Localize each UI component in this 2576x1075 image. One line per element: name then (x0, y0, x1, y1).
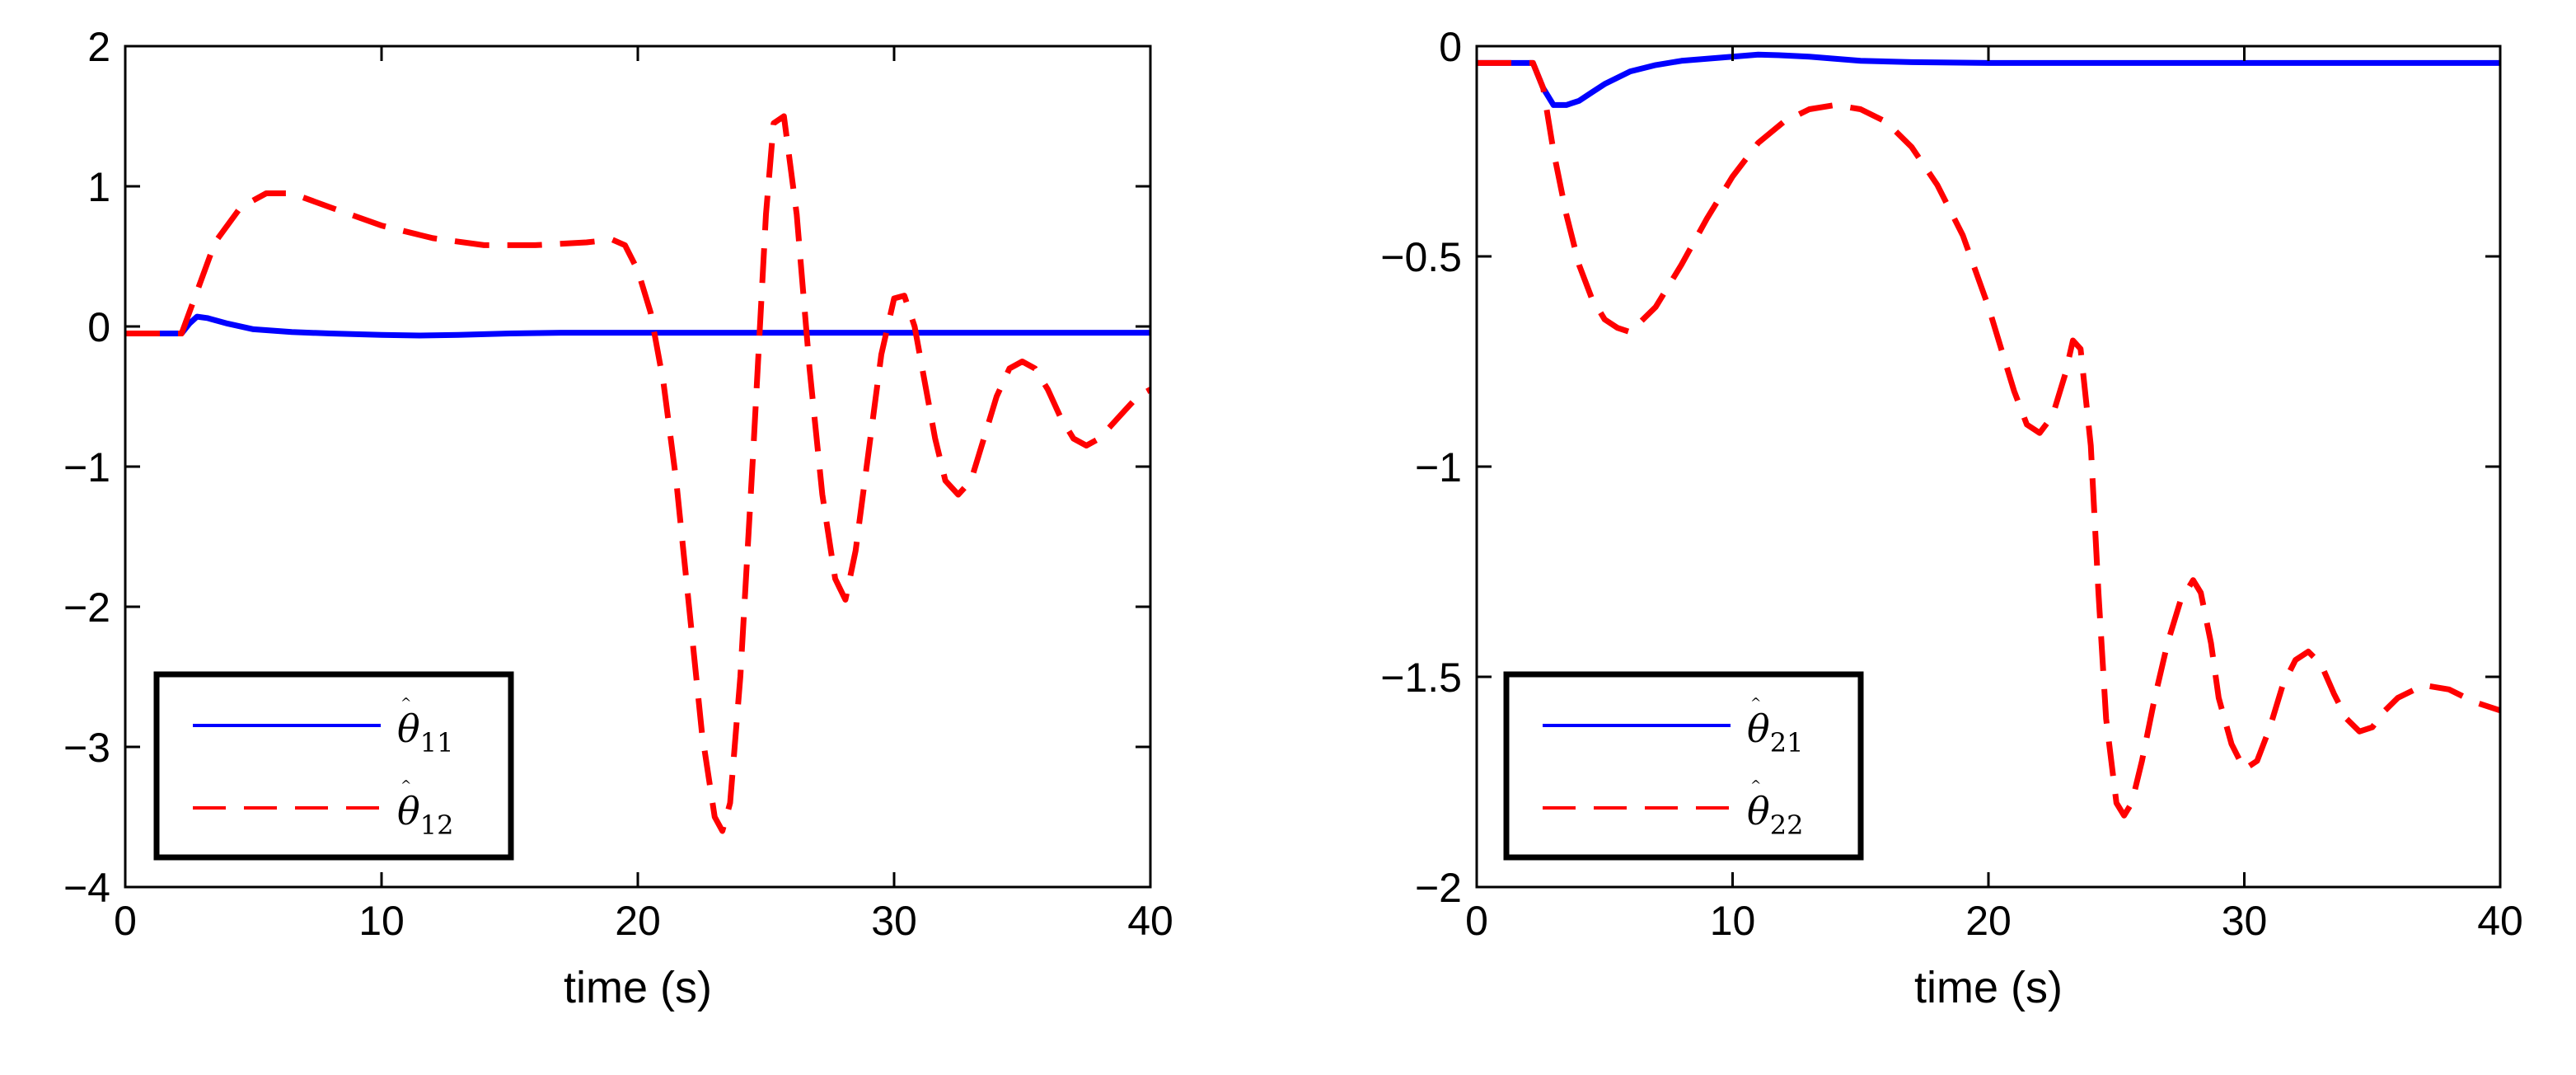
x-tick-label: 10 (358, 898, 405, 944)
legend-label-subscript: 11 (420, 727, 454, 758)
legend-label: θ22 (1747, 789, 1803, 841)
y-tick-label: 0 (1439, 24, 1462, 70)
legend-box (153, 671, 514, 861)
y-tick-label: 0 (87, 304, 110, 350)
y-tick-label: −2 (63, 584, 110, 631)
x-tick-label: 0 (114, 898, 137, 944)
legend-label-symbol: θ (1747, 789, 1770, 833)
legend: θ11^θ12^ (153, 671, 514, 861)
legend-hat: ^ (400, 695, 411, 711)
legend: θ21^θ22^ (1503, 671, 1864, 861)
legend-box (1503, 671, 1864, 861)
legend-hat: ^ (400, 777, 411, 793)
series-group (1477, 51, 2500, 819)
y-tick-label: −3 (63, 725, 110, 771)
y-tick-label: 1 (87, 164, 110, 210)
series-line-blue-solid (125, 313, 1150, 339)
series-line-blue-solid (1477, 51, 2500, 108)
legend-label-subscript: 21 (1770, 727, 1804, 758)
legend-label-subscript: 12 (420, 810, 454, 841)
y-tick-label: −4 (63, 865, 110, 911)
legend-label: θ21 (1747, 706, 1803, 758)
x-tick-label: 30 (871, 898, 917, 944)
x-tick-label: 20 (1965, 898, 2012, 944)
x-axis-label: time (s) (564, 963, 712, 1012)
y-tick-label: −1.5 (1380, 655, 1462, 701)
y-tick-label: −0.5 (1380, 234, 1462, 280)
legend-label-symbol: θ (397, 789, 420, 833)
y-tick-label: −2 (1415, 865, 1462, 911)
legend-label-subscript: 22 (1770, 810, 1804, 841)
legend-hat: ^ (1750, 695, 1761, 711)
y-tick-label: 2 (87, 24, 110, 70)
y-tick-label: −1 (63, 444, 110, 491)
x-tick-label: 20 (615, 898, 661, 944)
x-tick-label: 30 (2222, 898, 2268, 944)
legend-label: θ12 (397, 789, 453, 841)
x-tick-label: 10 (1710, 898, 1756, 944)
series-group (125, 113, 1150, 834)
x-tick-label: 40 (2477, 898, 2523, 944)
legend-label-symbol: θ (397, 706, 420, 751)
legend-label-symbol: θ (1747, 706, 1770, 751)
x-axis-label: time (s) (1914, 963, 2063, 1012)
x-tick-label: 40 (1127, 898, 1173, 944)
y-tick-label: −1 (1415, 444, 1462, 491)
series-line-red-dashed (125, 113, 1150, 834)
x-tick-label: 0 (1465, 898, 1488, 944)
legend-hat: ^ (1750, 777, 1761, 793)
legend-label: θ11 (397, 706, 453, 758)
series-line-red-dashed (1477, 59, 2500, 819)
